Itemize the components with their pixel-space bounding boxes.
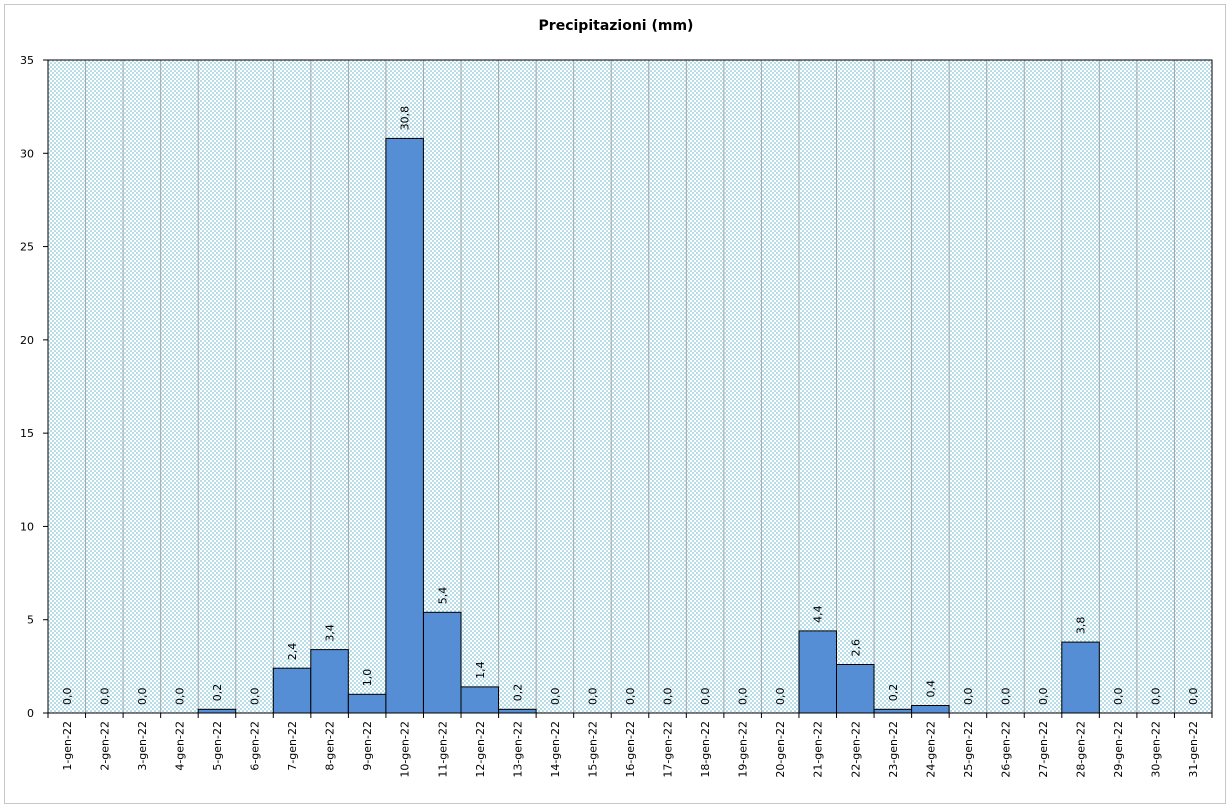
data-label: 4,4 <box>812 605 825 623</box>
x-tick-label: 15-gen-22 <box>587 721 600 778</box>
grid-lines <box>85 60 1175 713</box>
data-label: 1,4 <box>474 661 487 679</box>
data-label: 3,4 <box>324 624 337 642</box>
x-tick-label: 30-gen-22 <box>1150 721 1163 778</box>
x-tick-label: 7-gen-22 <box>286 721 299 771</box>
data-label: 0,0 <box>624 688 637 706</box>
y-tick-label: 10 <box>20 520 34 533</box>
x-tick-label: 6-gen-22 <box>249 721 262 771</box>
x-tick-label: 26-gen-22 <box>1000 721 1013 778</box>
plot-area <box>48 60 1212 713</box>
bar <box>310 649 349 714</box>
x-tick-label: 23-gen-22 <box>887 721 900 778</box>
data-label: 0,2 <box>511 684 524 702</box>
x-tick-label: 24-gen-22 <box>924 721 937 778</box>
data-label: 0,0 <box>98 688 111 706</box>
x-tick-label: 29-gen-22 <box>1112 721 1125 778</box>
data-label: 2,4 <box>286 643 299 661</box>
x-tick-label: 3-gen-22 <box>136 721 149 771</box>
bar <box>272 667 312 714</box>
x-tick-label: 25-gen-22 <box>962 721 975 778</box>
x-tick-label: 21-gen-22 <box>812 721 825 778</box>
data-label: 0,0 <box>136 688 149 706</box>
data-label: 0,0 <box>737 688 750 706</box>
data-label: 0,0 <box>1150 688 1163 706</box>
x-tick-label: 27-gen-22 <box>1037 721 1050 778</box>
y-tick-label: 20 <box>20 334 34 347</box>
x-tick-label: 9-gen-22 <box>361 721 374 771</box>
axes: 0 5 10 15 20 25 30 35 1-gen-22 2-gen-22 3-gen-22 4-… <box>20 54 1213 778</box>
x-tick-label: 8-gen-22 <box>324 721 337 771</box>
data-label: 0,2 <box>211 684 224 702</box>
bar <box>385 137 424 714</box>
data-label: 0,4 <box>924 680 937 698</box>
bar <box>197 708 237 714</box>
data-label: 0,0 <box>173 688 186 706</box>
y-tick-label: 30 <box>20 147 34 160</box>
data-label: 30,8 <box>399 106 412 131</box>
x-tick-label: 31-gen-22 <box>1187 721 1200 778</box>
bar <box>423 611 462 714</box>
bar <box>498 708 537 714</box>
x-tick-label: 11-gen-22 <box>436 721 449 778</box>
x-tick-label: 10-gen-22 <box>399 721 412 778</box>
data-label: 5,4 <box>436 587 449 605</box>
bar <box>1061 641 1100 714</box>
chart-title: Precipitazioni (mm) <box>538 18 694 34</box>
x-tick-label: 20-gen-22 <box>774 721 787 778</box>
y-tick-label: 0 <box>27 707 34 720</box>
data-label: 0,0 <box>61 688 74 706</box>
x-tick-label: 2-gen-22 <box>98 721 111 771</box>
data-label: 0,0 <box>662 688 675 706</box>
plot-border <box>47 59 1213 714</box>
bar <box>798 630 837 714</box>
x-tick-label: 5-gen-22 <box>211 721 224 771</box>
y-tick-label: 5 <box>27 614 34 627</box>
data-label: 0,0 <box>549 688 562 706</box>
data-label: 0,0 <box>249 688 262 706</box>
data-label: 3,8 <box>1075 617 1088 635</box>
data-label: 0,0 <box>1187 688 1200 706</box>
bar <box>460 686 499 714</box>
x-tick-label: 4-gen-22 <box>173 721 186 771</box>
data-label: 0,0 <box>1112 688 1125 706</box>
x-tick-label: 12-gen-22 <box>474 721 487 778</box>
data-label: 0,0 <box>774 688 787 706</box>
y-tick-label: 25 <box>20 241 34 254</box>
data-label: 0,0 <box>587 688 600 706</box>
x-tick-label: 1-gen-22 <box>61 721 74 771</box>
bar <box>873 708 913 714</box>
bar <box>347 693 387 714</box>
x-tick-label: 13-gen-22 <box>511 721 524 778</box>
x-tick-label: 16-gen-22 <box>624 721 637 778</box>
y-tick-label: 35 <box>20 54 34 67</box>
bar <box>911 705 950 714</box>
x-tick-label: 19-gen-22 <box>737 721 750 778</box>
y-tick-label: 15 <box>20 427 34 440</box>
data-label: 1,0 <box>361 669 374 687</box>
data-label: 0,0 <box>1037 688 1050 706</box>
data-label: 2,6 <box>849 639 862 657</box>
x-tick-label: 17-gen-22 <box>662 721 675 778</box>
x-tick-label: 14-gen-22 <box>549 721 562 778</box>
bars <box>197 137 1100 714</box>
x-tick-label: 22-gen-22 <box>849 721 862 778</box>
value-labels: 0,0 0,0 0,0 0,0 0,2 0,0 2,4 3,4 1,0 30,8 5,4 1,4 0,2… <box>61 106 1200 705</box>
x-tick-label: 18-gen-22 <box>699 721 712 778</box>
x-tick-label: 28-gen-22 <box>1075 721 1088 778</box>
bar <box>836 664 875 714</box>
data-label: 0,0 <box>699 688 712 706</box>
data-label: 0,0 <box>1000 688 1013 706</box>
data-label: 0,2 <box>887 684 900 702</box>
data-label: 0,0 <box>962 688 975 706</box>
